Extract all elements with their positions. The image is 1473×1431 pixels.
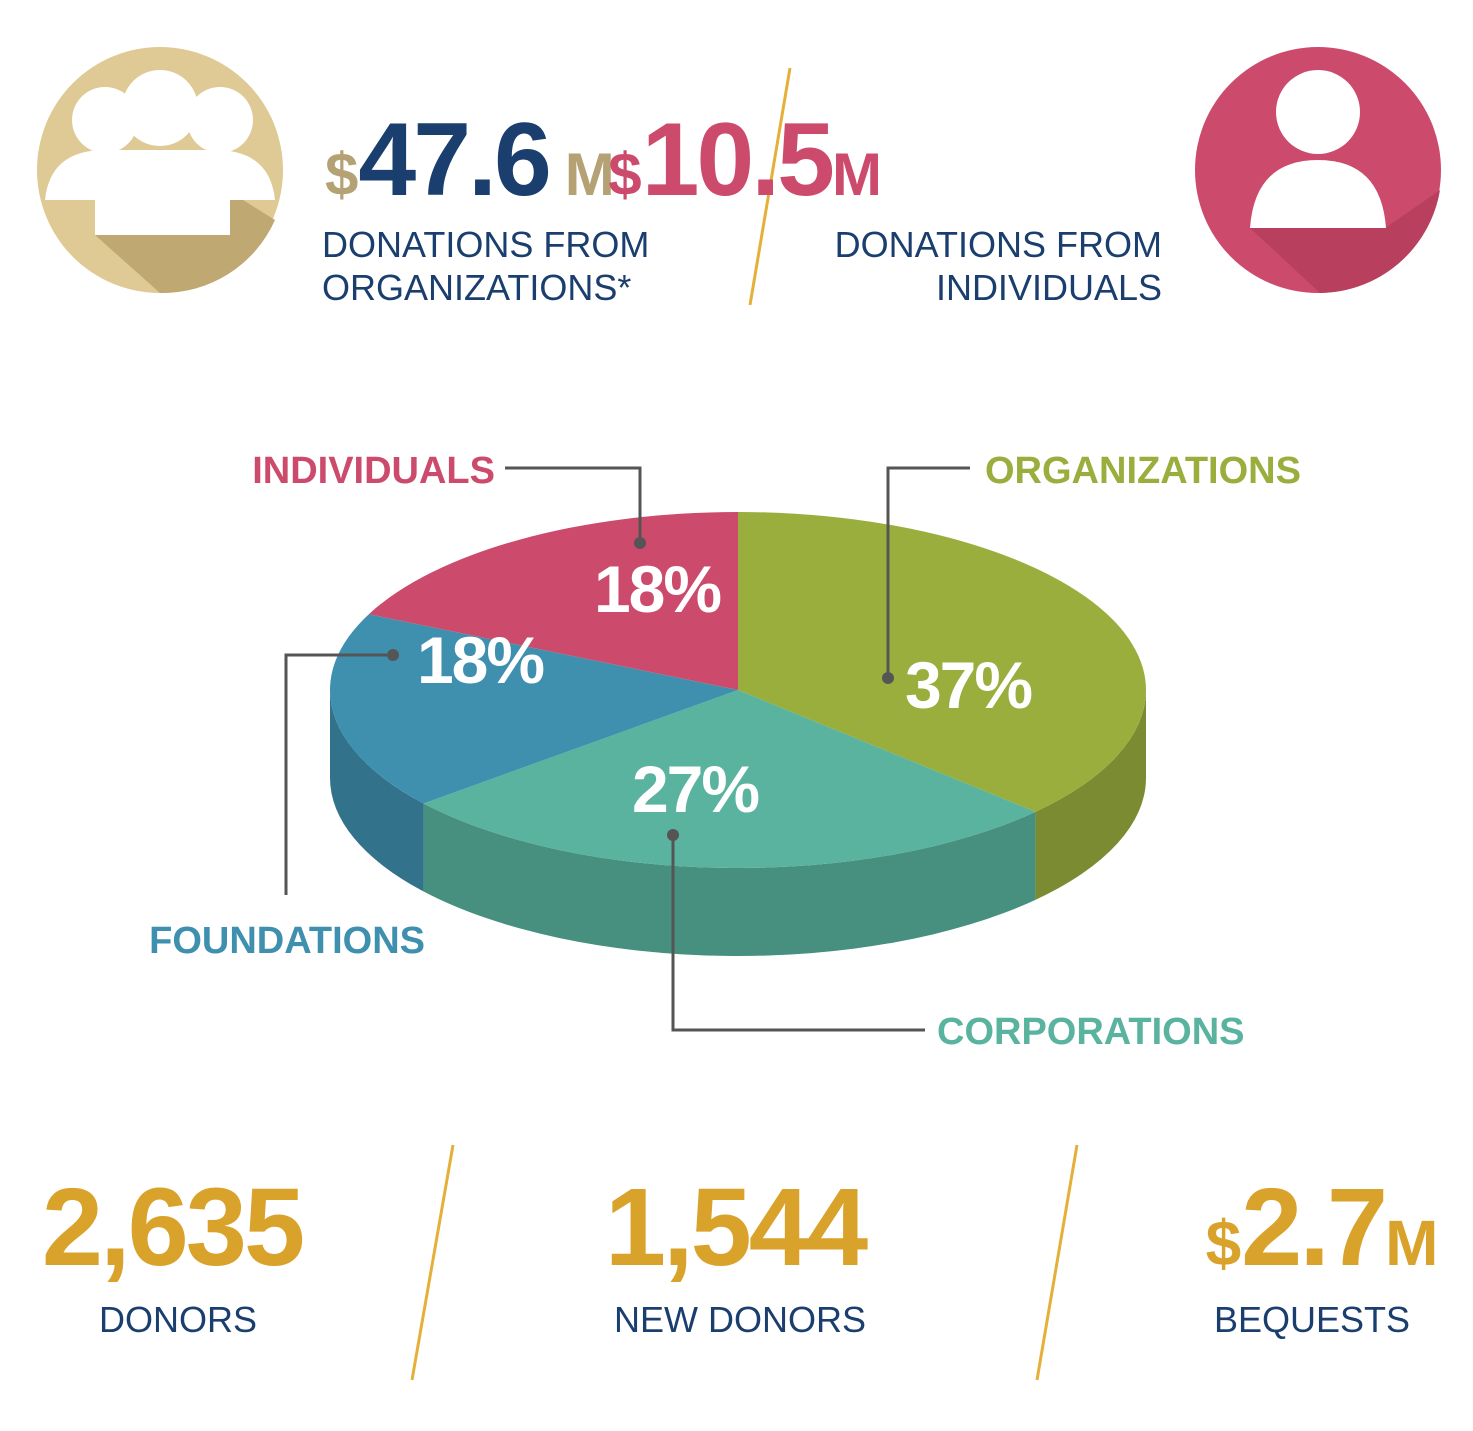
slice bbox=[330, 614, 738, 804]
category-label: FOUNDATIONS bbox=[149, 920, 425, 962]
slice bbox=[738, 512, 1147, 812]
slice bbox=[368, 512, 738, 690]
suffix: M bbox=[832, 141, 882, 208]
slice-side bbox=[330, 690, 424, 892]
suffix: M bbox=[1385, 1207, 1438, 1279]
stat-label: DONATIONS FROM bbox=[835, 224, 1162, 265]
leader-dot bbox=[387, 649, 399, 661]
stat-label: ORGANIZATIONS* bbox=[322, 267, 631, 308]
category-label: ORGANIZATIONS bbox=[985, 450, 1301, 492]
stat-label: NEW DONORS bbox=[614, 1299, 866, 1340]
stat-value: 2,635 bbox=[42, 1166, 303, 1289]
leader-line bbox=[886, 466, 970, 678]
leader-dot bbox=[634, 537, 646, 549]
prefix: $ bbox=[1206, 1207, 1242, 1279]
slice-side bbox=[423, 803, 1036, 956]
slice bbox=[423, 690, 1036, 868]
dividers bbox=[410, 67, 1079, 1381]
stat-value: $10.5M bbox=[608, 102, 882, 218]
stat-label: INDIVIDUALS bbox=[936, 267, 1162, 308]
stat-value: 1,544 bbox=[605, 1166, 868, 1289]
leader-dot bbox=[882, 672, 894, 684]
prefix: $ bbox=[325, 141, 358, 208]
stat-label: DONORS bbox=[99, 1299, 257, 1340]
pie-chart: ORGANIZATIONS 37% CORPORATIONS 27% FOUNDATIO… bbox=[149, 450, 1301, 1053]
suffix: M bbox=[565, 141, 615, 208]
value-label: 37% bbox=[905, 648, 1031, 722]
value-label: 27% bbox=[632, 752, 758, 826]
category-label: INDIVIDUALS bbox=[252, 450, 495, 492]
slice-side bbox=[1035, 690, 1146, 900]
value-label: 18% bbox=[594, 552, 720, 626]
leader-line bbox=[505, 466, 642, 543]
leader-dot bbox=[667, 829, 679, 841]
number: 47.6 bbox=[358, 102, 549, 218]
prefix: $ bbox=[608, 141, 641, 208]
organizations-icon bbox=[37, 47, 283, 294]
category-label: CORPORATIONS bbox=[937, 1011, 1245, 1053]
individuals-icon bbox=[1195, 47, 1441, 293]
number: 2.7 bbox=[1241, 1166, 1385, 1289]
number: 10.5 bbox=[642, 102, 833, 218]
leader-line bbox=[284, 653, 393, 895]
value-label: 18% bbox=[417, 623, 543, 697]
stat-value: $47.6 M bbox=[325, 102, 615, 218]
leader-line bbox=[671, 835, 925, 1032]
stat-value: $2.7M bbox=[1206, 1166, 1439, 1289]
stat-label: DONATIONS FROM bbox=[322, 224, 649, 265]
stat-label: BEQUESTS bbox=[1214, 1299, 1410, 1340]
